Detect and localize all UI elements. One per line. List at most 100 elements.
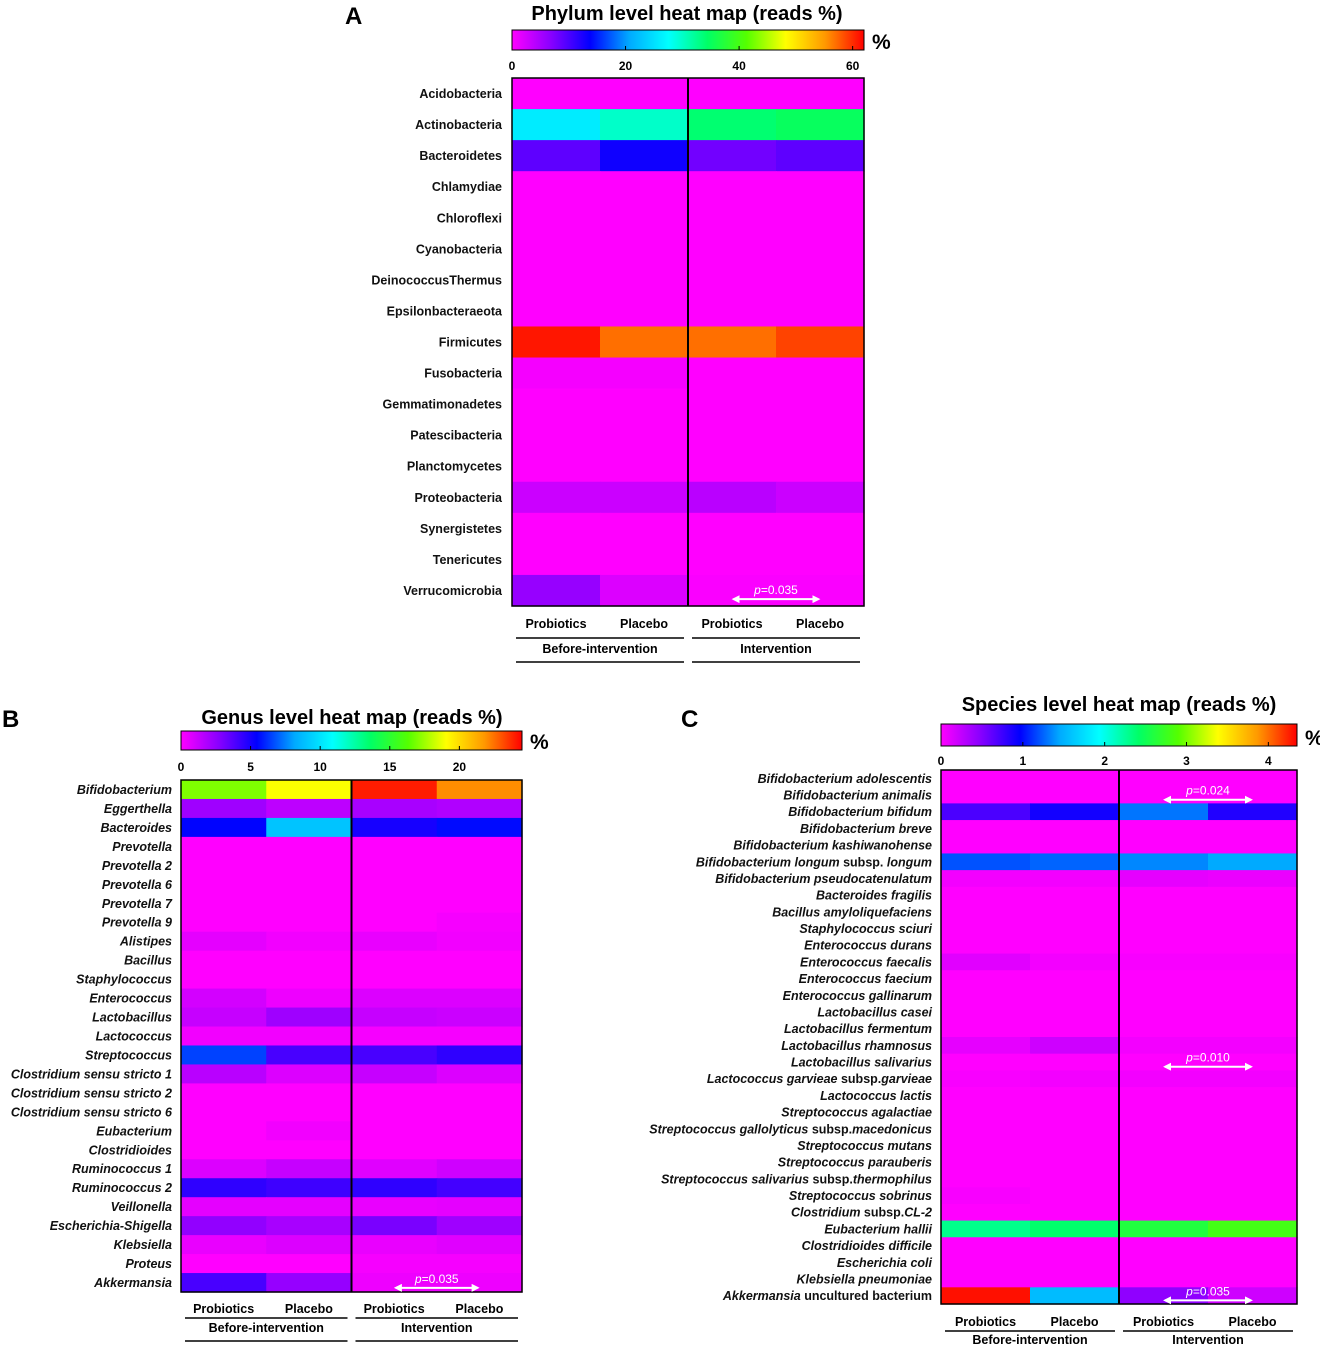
heatmap-cell <box>266 780 353 800</box>
heatmap-cell <box>351 1026 438 1047</box>
row-label: Eggerthella <box>104 802 172 816</box>
heatmap-cell <box>181 1064 267 1084</box>
panel-a: A Phylum level heat map (reads %) 0 20 40 60%… <box>345 3 891 663</box>
colorbar-tick-label: 15 <box>383 760 397 774</box>
row-label: Streptococcus mutans <box>797 1139 932 1153</box>
heatmap-cell <box>436 836 523 857</box>
heatmap-cell <box>1030 970 1120 988</box>
heatmap-cell <box>776 78 865 110</box>
row-label-segment: Streptococcus parauberis <box>778 1156 932 1170</box>
heatmap-cell <box>436 893 523 914</box>
colorbar-unit: % <box>1305 727 1320 750</box>
heatmap-cell <box>266 798 353 819</box>
row-label: Prevotella 7 <box>102 897 173 911</box>
row-label: Bacillus <box>124 954 172 968</box>
heatmap-cell <box>1119 903 1209 921</box>
heatmap-cell <box>688 171 777 203</box>
heatmap-cell <box>600 202 689 234</box>
heatmap-cell <box>1030 920 1120 938</box>
chart-title: Phylum level heat map (reads %) <box>531 3 842 25</box>
row-label: Streptococcus gallolyticus subsp.macedon… <box>649 1122 932 1136</box>
row-label: Proteobacteria <box>414 491 503 505</box>
heatmap-cell <box>351 1083 438 1103</box>
heatmap-cell <box>512 357 601 390</box>
column-label: Placebo <box>455 1302 503 1316</box>
heatmap-cell <box>941 1020 1031 1038</box>
heatmap-cell <box>941 1270 1031 1288</box>
heatmap-cell <box>266 931 353 952</box>
heatmap-cell <box>1208 920 1298 938</box>
heatmap-cell <box>351 1045 438 1066</box>
row-label: Streptococcus salivarius subsp.thermophi… <box>661 1172 932 1186</box>
row-label-segment: Streptococcus agalactiae <box>781 1106 932 1120</box>
heatmap-cell <box>436 1235 523 1255</box>
row-label-segment: Enterococcus faecium <box>799 972 932 986</box>
row-label: Cyanobacteria <box>416 242 503 256</box>
heatmap-cell <box>941 786 1031 804</box>
heatmap-cell <box>512 109 601 141</box>
heatmap-cell <box>351 931 438 952</box>
row-label: Enterococcus faecium <box>799 972 932 986</box>
row-label: Patescibacteria <box>410 429 503 443</box>
heatmap-cell <box>688 388 777 421</box>
heatmap-cell <box>1119 1220 1209 1238</box>
row-label-segment: subsp. <box>809 1172 853 1186</box>
row-label: Escherichia coli <box>837 1256 933 1270</box>
row-label: Lactobacillus rhamnosus <box>781 1039 932 1053</box>
heatmap-cell <box>436 1007 523 1028</box>
heatmap-cell <box>941 903 1031 921</box>
heatmap-cell <box>1119 820 1209 838</box>
heatmap-cell <box>600 264 689 297</box>
heatmap-cell <box>1030 770 1120 788</box>
heatmap-cell <box>941 770 1031 788</box>
heatmap-cell <box>351 988 438 1009</box>
row-label-segment: thermophilus <box>853 1172 932 1186</box>
heatmap-cell <box>941 920 1031 938</box>
heatmap-cell <box>1030 786 1120 804</box>
row-label: Fusobacteria <box>424 367 503 381</box>
heatmap-cell <box>512 295 601 328</box>
row-label: Clostridium subsp.CL-2 <box>791 1206 932 1220</box>
heatmap-cell <box>776 233 865 265</box>
heatmap-cell <box>600 233 689 265</box>
heatmap-cell <box>1119 986 1209 1005</box>
row-label: Prevotella <box>112 840 172 854</box>
heatmap-cell <box>1208 1270 1298 1288</box>
heatmap-cell <box>436 798 523 819</box>
heatmap-cell <box>1030 1087 1120 1105</box>
heatmap-cell <box>1208 1120 1298 1138</box>
row-label-segment: Enterococcus faecalis <box>800 955 932 969</box>
heatmap-cell <box>266 988 353 1009</box>
heatmap-cell <box>600 481 689 514</box>
colorbar <box>180 730 523 751</box>
heatmap-cell <box>1119 1137 1209 1155</box>
heatmap-cell <box>1208 936 1298 955</box>
heatmap-cell <box>688 109 777 141</box>
heatmap-cell <box>776 295 865 328</box>
row-label: Escherichia-Shigella <box>50 1219 172 1233</box>
heatmap-cell <box>436 817 523 838</box>
row-label: Bifidobacterium kashiwanohense <box>733 839 932 853</box>
column-label: Placebo <box>796 617 844 631</box>
row-label-segment: Enterococcus gallinarum <box>783 989 932 1003</box>
heatmap-cell <box>1208 1103 1298 1122</box>
heatmap-cell <box>1208 1037 1298 1055</box>
colorbar-tick-label: 3 <box>1183 754 1190 768</box>
heatmap-cell <box>941 1220 1031 1238</box>
heatmap-cell <box>1208 870 1298 888</box>
row-label: Streptococcus <box>85 1048 172 1062</box>
heatmap-cell <box>600 543 689 576</box>
heatmap-cell <box>181 1007 267 1028</box>
heatmap-cell <box>776 109 865 141</box>
heatmap-cell <box>600 419 689 452</box>
heatmap-cell <box>181 1197 267 1217</box>
heatmap-cell <box>436 988 523 1009</box>
panel-label: A <box>345 3 362 30</box>
heatmap-cell <box>1119 1170 1209 1188</box>
heatmap-cell <box>600 512 689 545</box>
heatmap-cell <box>266 817 353 838</box>
row-label: Bacillus amyloliquefaciens <box>772 905 932 919</box>
row-label-segment: Staphylococcus sciuri <box>799 922 932 936</box>
heatmap-cell <box>512 543 601 576</box>
